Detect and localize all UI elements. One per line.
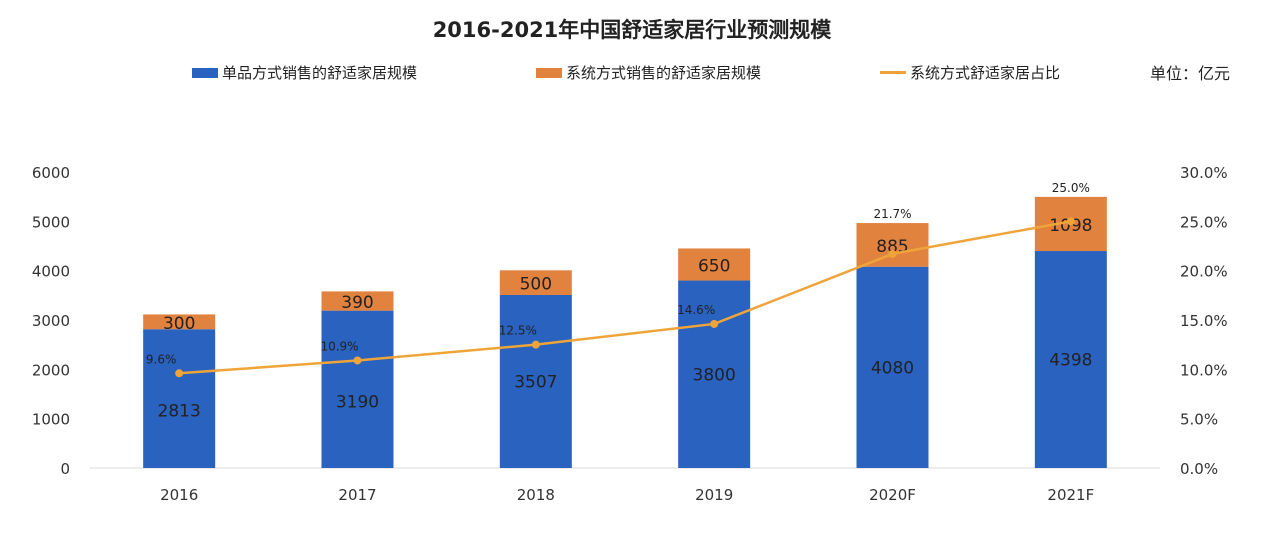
bar-单品方式销售的舒适家居规模: [321, 310, 394, 468]
x-tick-label: 2021F: [1047, 486, 1094, 504]
x-tick-label: 2020F: [869, 486, 916, 504]
bar-系统方式销售的舒适家居规模: [678, 248, 751, 281]
data-label: 4398: [1049, 351, 1092, 371]
left-tick-label: 4000: [32, 263, 70, 281]
bar-系统方式销售的舒适家居规模: [499, 270, 572, 295]
line-data-label: 10.9%: [320, 339, 358, 353]
legend-item: 系统方式舒适家居占比: [880, 62, 1060, 83]
bar-单品方式销售的舒适家居规模: [678, 280, 751, 468]
unit-label: 单位：亿元: [1150, 64, 1231, 83]
data-label: 3800: [693, 365, 736, 385]
bar-系统方式销售的舒适家居规模: [856, 223, 929, 267]
legend-label: 单品方式销售的舒适家居规模: [222, 64, 418, 82]
left-tick-label: 2000: [32, 361, 70, 379]
x-tick-label: 2017: [338, 486, 376, 504]
data-label: 390: [341, 293, 373, 313]
left-tick-label: 6000: [32, 164, 70, 182]
legend-swatch: [536, 67, 562, 78]
line-point: [710, 319, 719, 328]
data-label: 500: [520, 275, 552, 295]
line-point: [1066, 217, 1075, 226]
data-label: 1098: [1049, 216, 1092, 236]
x-tick-label: 2018: [517, 486, 555, 504]
line-data-label: 21.7%: [873, 207, 911, 221]
line-point: [888, 249, 897, 258]
right-tick-label: 10.0%: [1180, 361, 1228, 379]
bar-系统方式销售的舒适家居规模: [143, 314, 216, 330]
right-tick-label: 15.0%: [1180, 312, 1228, 330]
left-tick-label: 0: [60, 460, 70, 478]
legend-label: 系统方式舒适家居占比: [910, 64, 1061, 82]
data-label: 4080: [871, 358, 914, 378]
legend-swatch: [192, 67, 218, 78]
legend-item: 单品方式销售的舒适家居规模: [192, 62, 417, 83]
data-label: 2813: [158, 402, 201, 422]
left-tick-label: 1000: [32, 411, 70, 429]
right-tick-label: 20.0%: [1180, 263, 1228, 281]
chart-title: 2016-2021年中国舒适家居行业预测规模: [432, 18, 832, 42]
line-data-label: 25.0%: [1052, 181, 1090, 195]
right-tick-label: 30.0%: [1180, 164, 1228, 182]
data-label: 3190: [336, 392, 379, 412]
bar-单品方式销售的舒适家居规模: [143, 329, 216, 468]
legend-label: 系统方式销售的舒适家居规模: [566, 64, 762, 82]
right-tick-label: 25.0%: [1180, 213, 1228, 231]
line-data-label: 14.6%: [677, 303, 715, 317]
line-系统方式舒适家居占比: [179, 220, 1072, 375]
bar-单品方式销售的舒适家居规模: [1034, 251, 1107, 468]
line-point: [175, 369, 184, 378]
bar-系统方式销售的舒适家居规模: [321, 291, 394, 311]
x-tick-label: 2016: [160, 486, 198, 504]
bar-单品方式销售的舒适家居规模: [499, 294, 572, 468]
x-tick-label: 2019: [695, 486, 733, 504]
bar-单品方式销售的舒适家居规模: [856, 266, 929, 468]
line-data-label: 12.5%: [499, 324, 537, 338]
left-tick-label: 5000: [32, 213, 70, 231]
data-label: 3507: [514, 372, 557, 392]
legend-item: 系统方式销售的舒适家居规模: [536, 62, 761, 83]
right-tick-label: 0.0%: [1180, 460, 1218, 478]
line-data-label: 9.6%: [146, 352, 177, 366]
line-point: [531, 340, 540, 349]
right-tick-label: 5.0%: [1180, 411, 1218, 429]
line-point: [353, 356, 362, 365]
legend-line: [880, 71, 906, 74]
data-label: 300: [163, 314, 195, 334]
data-label: 650: [698, 257, 730, 277]
left-tick-label: 3000: [32, 312, 70, 330]
